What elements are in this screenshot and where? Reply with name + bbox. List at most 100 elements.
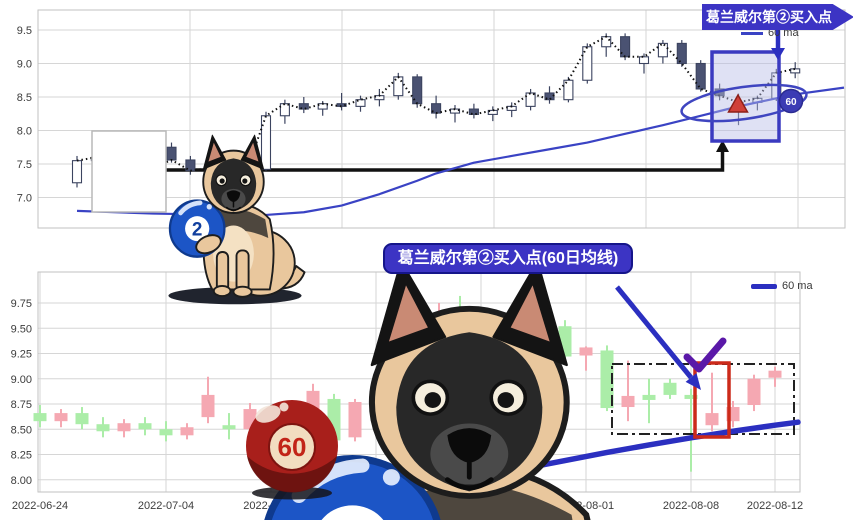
candle: [96, 417, 110, 438]
candle: [544, 86, 555, 104]
top-chart-annotations: 60: [680, 30, 808, 143]
candle-body-up: [705, 413, 719, 426]
candle-body-up: [768, 370, 782, 378]
ma-line-swatch: [751, 283, 777, 289]
candle: [431, 95, 442, 119]
candle-body-down: [684, 394, 698, 399]
buy-zone-ellipse: [680, 83, 808, 123]
top-ma-legend: 60 ma: [741, 27, 799, 39]
candle-body-up: [790, 68, 801, 74]
candle-body-up: [747, 378, 761, 406]
candle: [621, 360, 635, 422]
purple-checkmark: [683, 337, 727, 373]
candle-body-down: [642, 394, 656, 400]
black-arrowhead: [716, 140, 729, 152]
candle: [138, 417, 152, 436]
candle-body-down: [75, 413, 89, 425]
y-tick-label: 9.0: [17, 59, 32, 71]
candle-body-down: [336, 103, 347, 107]
candle-body-up: [117, 423, 131, 432]
y-tick-label: 8.50: [11, 424, 32, 436]
candle-body-down: [695, 62, 706, 90]
candle: [563, 76, 574, 103]
candle: [790, 62, 801, 79]
buy-zone-highlight-box: [710, 50, 781, 143]
candle: [336, 92, 347, 111]
buy-marker-triangle: [727, 93, 749, 113]
candle: [468, 103, 479, 119]
top-buy-point-banner: 葛兰威尔第②买入点: [702, 4, 853, 30]
y-tick-label: 7.0: [17, 193, 32, 205]
candle: [201, 376, 215, 424]
buy-candle-red-box: [693, 361, 731, 439]
candle-body-up: [260, 115, 272, 170]
ma-line-swatch: [741, 31, 763, 35]
ma60-badge-label: 60: [785, 97, 797, 108]
ma-legend-label: 60 ma: [782, 280, 813, 292]
y-tick-label: 8.5: [17, 92, 32, 104]
y-tick-label: 9.50: [11, 323, 32, 335]
candle-body-down: [298, 103, 309, 110]
candle: [355, 95, 366, 112]
candle-body-up: [355, 99, 366, 107]
candle: [348, 398, 362, 442]
candle: [657, 40, 668, 64]
close-price-dotted-line: [76, 35, 796, 174]
candle-body-down: [468, 108, 479, 115]
y-tick-label: 9.00: [11, 374, 32, 386]
candle-body-up: [487, 109, 498, 115]
candle: [180, 423, 194, 440]
candle: [449, 105, 461, 123]
candle-body-down: [620, 36, 631, 58]
support-line-arrow: [163, 150, 725, 172]
candle-body-down: [138, 423, 152, 430]
candle: [487, 106, 498, 122]
candle: [579, 346, 593, 371]
blue-arrowhead: [771, 48, 785, 60]
dashdot-box: [611, 363, 795, 435]
candle-body-up: [525, 92, 536, 107]
candle-body-up: [657, 42, 668, 58]
candle-body-up: [71, 160, 83, 184]
candle-body-down: [33, 413, 47, 422]
candle: [747, 374, 761, 412]
ball-60: 60: [246, 400, 338, 500]
candle-body-up: [54, 413, 68, 422]
candle-body-up: [601, 36, 612, 48]
candle: [260, 111, 272, 171]
bottom-chart-annotations: [615, 285, 731, 439]
candle: [71, 155, 83, 188]
y-tick-label: 9.5: [17, 25, 32, 37]
candle-body-up: [201, 394, 215, 418]
candle: [33, 405, 47, 428]
y-tick-label: 8.25: [11, 450, 32, 462]
y-tick-label: 8.0: [17, 126, 32, 138]
x-tick-label: 2022-08-12: [747, 500, 803, 512]
candle-body-down: [600, 350, 614, 409]
candle-body-up: [621, 395, 635, 408]
ball-60-number: 60: [278, 432, 307, 462]
candle-body-up: [348, 401, 362, 438]
y-tick-label: 8.00: [11, 475, 32, 487]
bottom-ma-legend: 60 ma: [751, 280, 813, 292]
candle: [705, 372, 719, 432]
candle: [600, 345, 614, 412]
y-tick-label: 9.75: [11, 298, 32, 310]
candle: [117, 419, 131, 438]
dog-illustration-large: [260, 262, 698, 520]
candle: [525, 88, 536, 111]
candle-body-up: [582, 46, 593, 81]
x-tick-label: 2022-06-24: [12, 500, 68, 512]
x-tick-label: 2022-07-04: [138, 500, 194, 512]
plot-border: [37, 9, 846, 229]
candle-body-up: [638, 56, 650, 65]
candle-body-up: [579, 347, 593, 356]
y-tick-label: 7.5: [17, 159, 32, 171]
y-tick-label: 8.75: [11, 399, 32, 411]
candle-body-down: [166, 146, 177, 161]
y-tick-label: 9.25: [11, 349, 32, 361]
candle: [663, 378, 677, 399]
candle-body-up: [279, 103, 290, 117]
